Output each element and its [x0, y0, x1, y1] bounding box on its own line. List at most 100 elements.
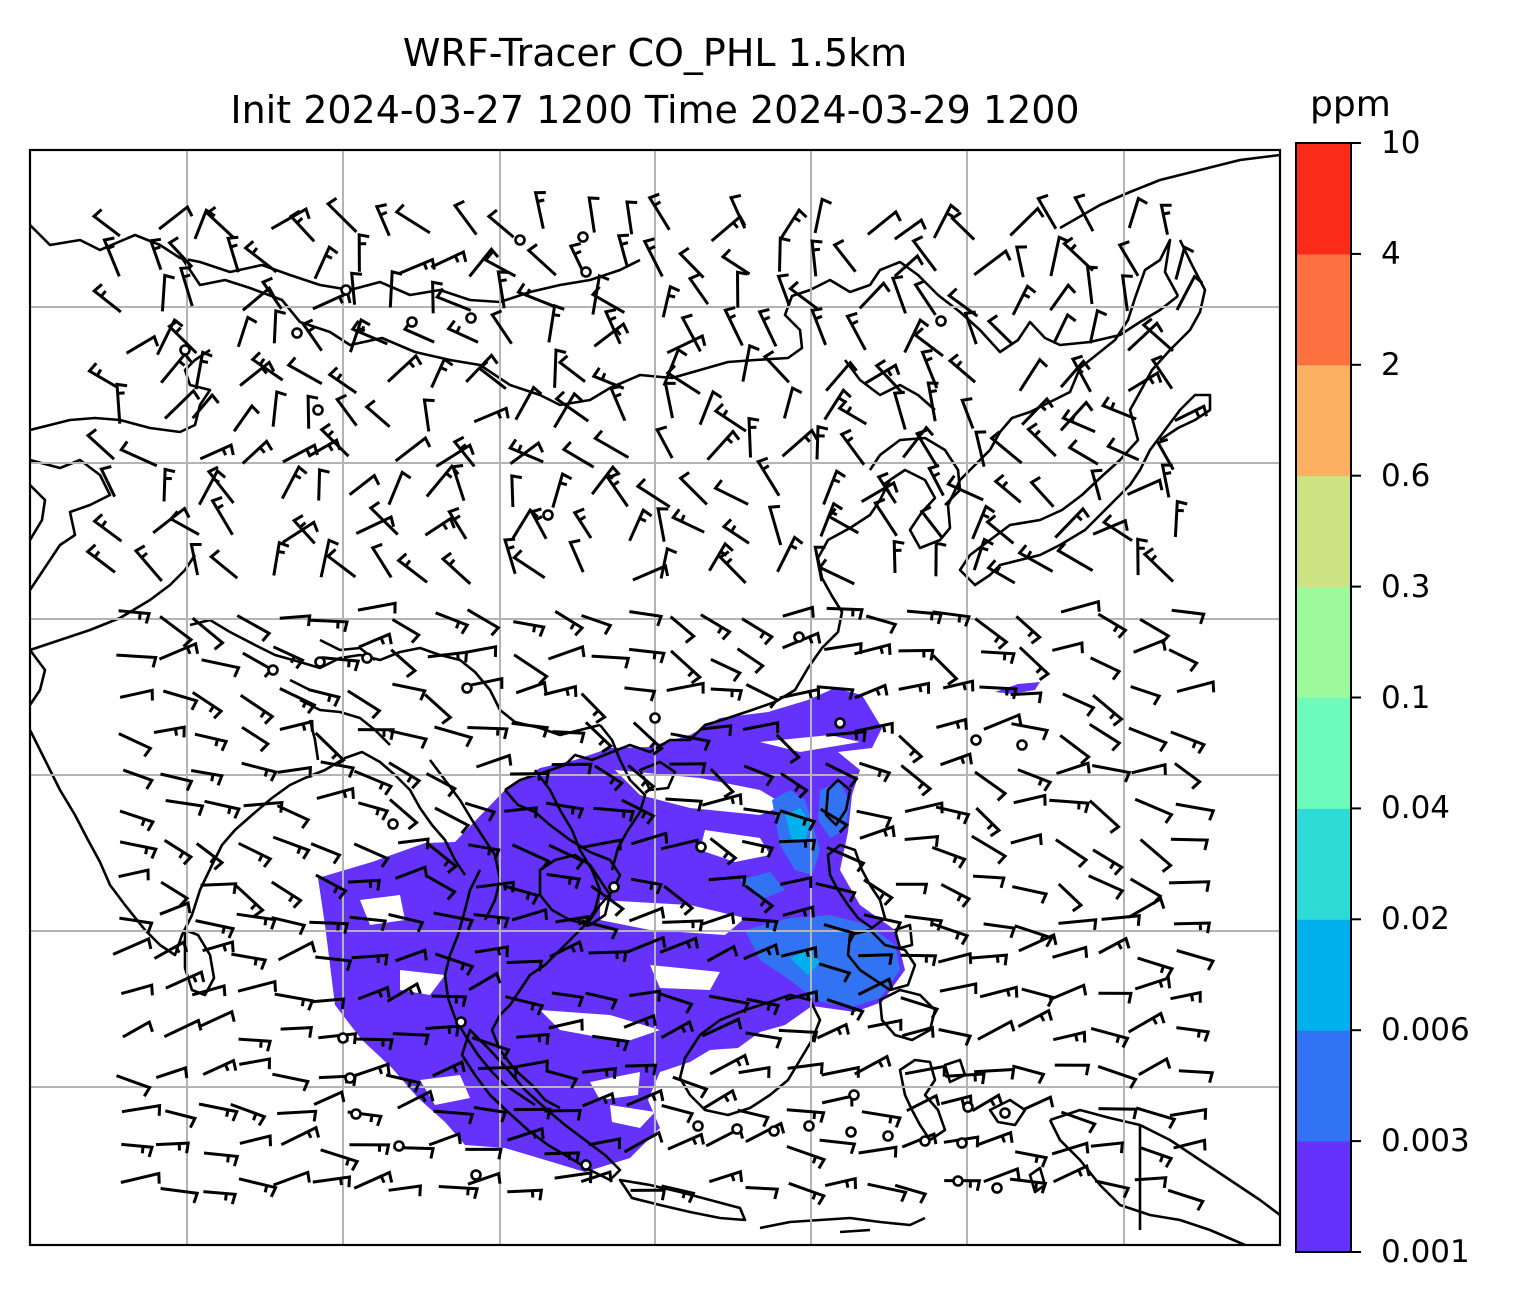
- wind-barb: [1088, 308, 1108, 344]
- wind-barb: [276, 804, 311, 829]
- wind-barb: [861, 1110, 902, 1128]
- wind-barb: [779, 809, 817, 832]
- wind-barb: [370, 542, 393, 579]
- wind-barb: [1013, 793, 1047, 806]
- calm-wind-marker: [542, 509, 554, 521]
- wind-barb: [1173, 499, 1188, 538]
- calm-wind-marker: [387, 818, 399, 830]
- wind-barb: [659, 546, 678, 579]
- wind-barb: [1101, 514, 1133, 542]
- colorbar-tick-label: 4: [1381, 235, 1401, 272]
- wind-barb: [974, 430, 987, 468]
- wind-barb: [568, 538, 585, 573]
- wind-barb: [388, 798, 419, 831]
- wind-barb: [593, 806, 636, 822]
- wind-barb: [162, 467, 176, 502]
- colorbar-band: [1296, 1141, 1351, 1253]
- wind-barb: [513, 620, 546, 638]
- calm-wind-marker: [845, 1126, 857, 1138]
- wind-barb: [816, 1022, 850, 1040]
- wind-barb: [745, 1031, 783, 1049]
- wind-barb: [581, 838, 622, 851]
- wind-barb: [1098, 991, 1133, 1004]
- wind-barb: [629, 989, 662, 1002]
- wind-barb: [208, 549, 239, 580]
- calm-wind-marker: [882, 1130, 894, 1142]
- wind-barb: [543, 684, 578, 697]
- wind-barb: [237, 979, 277, 993]
- wind-barb: [354, 1037, 394, 1051]
- wind-barb: [743, 764, 775, 787]
- wind-barb: [1133, 638, 1167, 654]
- wind-barb: [1142, 547, 1175, 583]
- wind-barb: [424, 516, 456, 537]
- wind-barb: [747, 416, 760, 458]
- wind-barb: [505, 884, 540, 906]
- wind-barb: [474, 945, 509, 958]
- wind-barb: [781, 428, 819, 458]
- wind-barb: [514, 385, 543, 421]
- calm-wind-marker: [291, 327, 303, 339]
- wind-barb: [900, 953, 938, 967]
- wind-barb: [271, 916, 307, 936]
- wind-barb: [355, 514, 396, 535]
- wind-barb: [112, 936, 153, 956]
- wind-barb: [119, 688, 154, 701]
- coastline-yellow-sea: [843, 359, 936, 411]
- wind-barb: [746, 997, 781, 1016]
- wind-barb: [271, 390, 287, 427]
- wind-barb: [706, 429, 741, 461]
- wind-barb: [819, 1138, 857, 1155]
- wind-barb: [232, 882, 265, 918]
- plume-gap: [650, 965, 720, 990]
- wind-barb: [983, 712, 1023, 731]
- wind-barb: [164, 1109, 198, 1129]
- wind-barb: [388, 729, 429, 750]
- calm-wind-marker: [919, 1135, 931, 1147]
- wind-barb: [511, 507, 539, 540]
- wind-barb: [1087, 874, 1125, 900]
- wind-barb: [865, 614, 898, 635]
- wind-barb: [665, 364, 701, 395]
- wind-barb: [737, 1108, 770, 1128]
- wind-barb: [160, 1187, 200, 1204]
- wind-barb: [204, 205, 235, 239]
- wind-barb: [1010, 832, 1043, 846]
- wind-barb: [779, 687, 821, 700]
- wind-barb: [993, 473, 1022, 504]
- wind-barb: [702, 1088, 738, 1110]
- wind-barb: [471, 1036, 511, 1060]
- wind-barb: [1060, 599, 1101, 614]
- wind-barb: [1054, 506, 1091, 539]
- wind-barb: [741, 617, 775, 646]
- wind-barb: [1138, 1056, 1172, 1077]
- wind-barb: [986, 559, 1016, 585]
- wind-barb: [243, 240, 278, 274]
- wind-barb: [241, 726, 271, 753]
- wind-barb: [821, 1065, 860, 1078]
- colorbar-tick-label: 0.02: [1381, 901, 1451, 938]
- wind-barb: [506, 1126, 545, 1142]
- wind-barb: [931, 845, 967, 869]
- wind-barb: [1060, 1110, 1097, 1134]
- wind-barb: [1169, 1107, 1208, 1120]
- wind-barb: [743, 942, 780, 961]
- wind-barb: [165, 969, 206, 990]
- wind-barb: [1168, 880, 1211, 893]
- wind-barb: [1052, 1163, 1091, 1184]
- wind-barb: [272, 308, 287, 344]
- wind-barb: [1170, 990, 1202, 1003]
- wind-barb: [279, 719, 314, 732]
- wind-barb: [932, 654, 959, 686]
- wind-barb: [824, 1176, 857, 1189]
- wind-barb: [120, 1171, 161, 1184]
- wind-barb: [99, 465, 117, 498]
- wind-barb: [839, 428, 866, 466]
- wind-barb: [1100, 396, 1137, 421]
- wind-barb: [288, 209, 316, 243]
- wind-barb: [670, 508, 705, 534]
- wind-barb: [1091, 764, 1132, 783]
- wind-barb: [315, 873, 348, 900]
- wind-barb: [1049, 798, 1091, 814]
- wind-barb: [823, 387, 852, 421]
